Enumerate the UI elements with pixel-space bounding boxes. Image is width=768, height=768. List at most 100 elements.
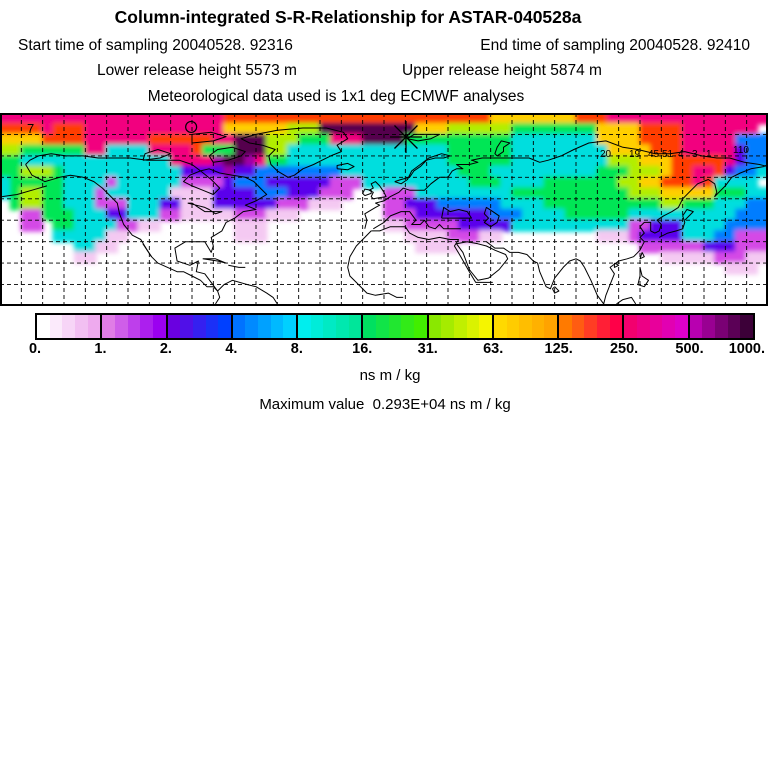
colorbar-shade [441, 315, 454, 338]
colorbar-shade [270, 315, 284, 338]
figure-title: Column-integrated S-R-Relationship for A… [114, 7, 582, 27]
colorbar-shade [714, 315, 728, 338]
colorbar-shade [167, 315, 181, 338]
colorbar-shade [675, 315, 688, 338]
colorbar-shade [102, 315, 115, 338]
colorbar-shade [114, 315, 128, 338]
colorbar-shade [519, 315, 532, 338]
upper-release-height-label: Upper release height 5874 m [402, 62, 602, 79]
map-annotation-text: 4 [678, 149, 684, 160]
world-map-plot: 7 20 19 45 51 4 3 1 110 [0, 113, 768, 306]
colorbar-segment [426, 315, 492, 338]
end-time-label: End time of sampling 20040528. 92410 [480, 37, 750, 54]
colorbar-shade [702, 315, 715, 338]
start-time-label: Start time of sampling 20040528. 92316 [18, 37, 293, 54]
colorbar-segment [165, 315, 231, 338]
colorbar-segment [491, 315, 558, 338]
map-annotations: 7 20 19 45 51 4 3 1 110 [27, 121, 749, 160]
colorbar-segment [230, 315, 297, 338]
colorbar-shade [388, 315, 402, 338]
colorbar-tick-label: 0. [28, 341, 42, 357]
colorbar-shade [258, 315, 271, 338]
colorbar-tick-label: 31. [417, 341, 438, 357]
colorbar-segment [296, 315, 362, 338]
colorbar-shade [493, 315, 507, 338]
colorbar-segment [622, 315, 688, 338]
colorbar-shade [49, 315, 63, 338]
colorbar-shade [298, 315, 311, 338]
colorbar-shade [348, 315, 362, 338]
colorbar-shade [74, 315, 88, 338]
colorbar-tick-label: 8. [290, 341, 303, 357]
colorbar-shade [323, 315, 337, 338]
map-annotation-text: 20 [600, 149, 612, 160]
colorbar-segment [687, 315, 753, 338]
colorbar-shade [624, 315, 638, 338]
colorbar-shade [428, 315, 442, 338]
map-annotation-text: 7 [27, 121, 34, 136]
colorbar-shade [401, 315, 414, 338]
map-annotation-text: 110 [733, 145, 749, 156]
colorbar-tick-label: 1000. [728, 341, 765, 357]
release-star-marker [389, 121, 422, 154]
colorbar-shade [571, 315, 585, 338]
graticule [0, 113, 768, 306]
map-canvas: 7 20 19 45 51 4 3 1 110 [0, 113, 768, 306]
colorbar-segment [37, 315, 101, 338]
colorbar-shade [609, 315, 623, 338]
colorbar-tick-label: 250. [609, 341, 639, 357]
colorbar-shade [218, 315, 231, 338]
colorbar-tick-label: 16. [352, 341, 373, 357]
colorbar-segment [557, 315, 623, 338]
colorbar-tick-label: 125. [544, 341, 573, 357]
colorbar-shade [479, 315, 492, 338]
colorbar-tick-label: 4. [225, 341, 238, 357]
max-value-label: Maximum value 0.293E+04 ns m / kg [259, 396, 511, 413]
coastlines [2, 127, 768, 305]
colorbar-shade [584, 315, 598, 338]
colorbar-shade [62, 315, 75, 338]
colorbar-shade [559, 315, 572, 338]
colorbar-shade [689, 315, 703, 338]
colorbar-shade [466, 315, 480, 338]
colorbar-tick-label: 63. [483, 341, 504, 357]
colorbar-shade [740, 315, 753, 338]
map-annotation-text: 45 [648, 149, 660, 160]
colorbar-shade [192, 315, 206, 338]
colorbar-tick-label: 500. [675, 341, 704, 357]
colorbar-shade [152, 315, 166, 338]
colorbar-shade [37, 315, 50, 338]
meteorological-data-label: Meteorological data used is 1x1 deg ECMW… [147, 88, 525, 105]
map-annotation-text: 19 [629, 149, 641, 160]
colorbar-shade [662, 315, 676, 338]
colorbar-tick-label: 2. [159, 341, 172, 357]
colorbar-shade [205, 315, 219, 338]
colorbar-shade [180, 315, 193, 338]
colorbar-shade [597, 315, 610, 338]
colorbar-segment [100, 315, 166, 338]
colorbar-shade [127, 315, 141, 338]
circle-marker [185, 120, 198, 134]
colorbar-shade [649, 315, 663, 338]
colorbar-shade [453, 315, 467, 338]
concentration-field [0, 113, 768, 275]
colorbar-shade [363, 315, 376, 338]
colorbar-shade [310, 315, 324, 338]
colorbar-shade [413, 315, 427, 338]
map-annotation-text: 51 [662, 149, 674, 160]
lower-release-height-label: Lower release height 5573 m [97, 62, 297, 79]
colorbar-shade [336, 315, 349, 338]
colorbar-shade [727, 315, 741, 338]
colorbar-shade [87, 315, 101, 338]
map-annotation-text: 1 [706, 149, 712, 160]
colorbar-shade [283, 315, 297, 338]
colorbar-shade [544, 315, 558, 338]
colorbar-shade [140, 315, 153, 338]
colorbar-shade [232, 315, 246, 338]
colorbar [35, 313, 755, 340]
colorbar-shade [637, 315, 650, 338]
colorbar-segment [361, 315, 427, 338]
colorbar-shade [531, 315, 545, 338]
colorbar-shade [245, 315, 259, 338]
